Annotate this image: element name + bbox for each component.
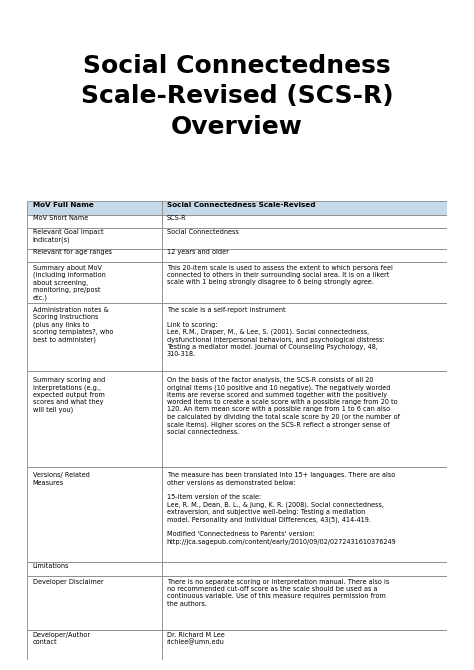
Bar — [27, 562, 162, 576]
Bar — [27, 371, 162, 466]
Bar — [162, 228, 447, 249]
Text: The measure has been translated into 15+ languages. There are also
other version: The measure has been translated into 15+… — [166, 472, 396, 545]
Text: Relevant for age ranges: Relevant for age ranges — [33, 249, 111, 255]
Text: Social Connectedness: Social Connectedness — [166, 229, 238, 235]
Bar — [162, 371, 447, 466]
Text: Dr. Richard M Lee
richlee@umn.edu: Dr. Richard M Lee richlee@umn.edu — [166, 632, 225, 646]
Bar — [27, 630, 162, 660]
Bar — [162, 576, 447, 630]
Text: 12 years and older: 12 years and older — [166, 249, 228, 255]
Bar — [162, 466, 447, 562]
Text: This 20-item scale is used to assess the extent to which persons feel
connected : This 20-item scale is used to assess the… — [166, 265, 392, 285]
Bar — [27, 249, 162, 262]
Bar — [27, 201, 162, 214]
Text: MoV Short Name: MoV Short Name — [33, 216, 88, 222]
Bar — [162, 562, 447, 576]
Text: The scale is a self-report instrument

Link to scoring:
Lee, R.M., Draper, M., &: The scale is a self-report instrument Li… — [166, 308, 384, 357]
Bar — [27, 303, 162, 371]
Text: Social Connectedness Scale-Revised: Social Connectedness Scale-Revised — [166, 202, 315, 208]
Text: MoV Full Name: MoV Full Name — [33, 202, 93, 208]
Bar — [27, 214, 162, 228]
Bar — [162, 303, 447, 371]
Bar — [162, 214, 447, 228]
Bar — [27, 228, 162, 249]
Text: Developer Disclaimer: Developer Disclaimer — [33, 579, 103, 585]
Text: Summary scoring and
interpretations (e.g.,
expected output from
scores and what : Summary scoring and interpretations (e.g… — [33, 377, 105, 413]
Bar — [162, 201, 447, 214]
Text: SCS-R: SCS-R — [166, 216, 186, 222]
Text: Administration notes &
Scoring Instructions
(plus any links to
scoring templates: Administration notes & Scoring Instructi… — [33, 308, 113, 343]
Text: Versions/ Related
Measures: Versions/ Related Measures — [33, 472, 90, 486]
Bar — [162, 249, 447, 262]
Bar — [162, 262, 447, 303]
Bar — [27, 576, 162, 630]
Text: Developer/Author
contact: Developer/Author contact — [33, 632, 91, 645]
Text: Social Connectedness
Scale-Revised (SCS-R)
Overview: Social Connectedness Scale-Revised (SCS-… — [81, 54, 393, 139]
Bar — [162, 630, 447, 660]
Text: On the basis of the factor analysis, the SCS-R consists of all 20
original items: On the basis of the factor analysis, the… — [166, 377, 400, 436]
Bar — [27, 262, 162, 303]
Text: There is no separate scoring or interpretation manual. There also is
no recommen: There is no separate scoring or interpre… — [166, 579, 389, 606]
Bar — [27, 466, 162, 562]
Text: Summary about MoV
(including information
about screening,
monitoring, pre/post
e: Summary about MoV (including information… — [33, 265, 105, 301]
Text: Limitations: Limitations — [33, 563, 69, 569]
Text: Relevant Goal Impact
Indicator(s): Relevant Goal Impact Indicator(s) — [33, 229, 103, 243]
